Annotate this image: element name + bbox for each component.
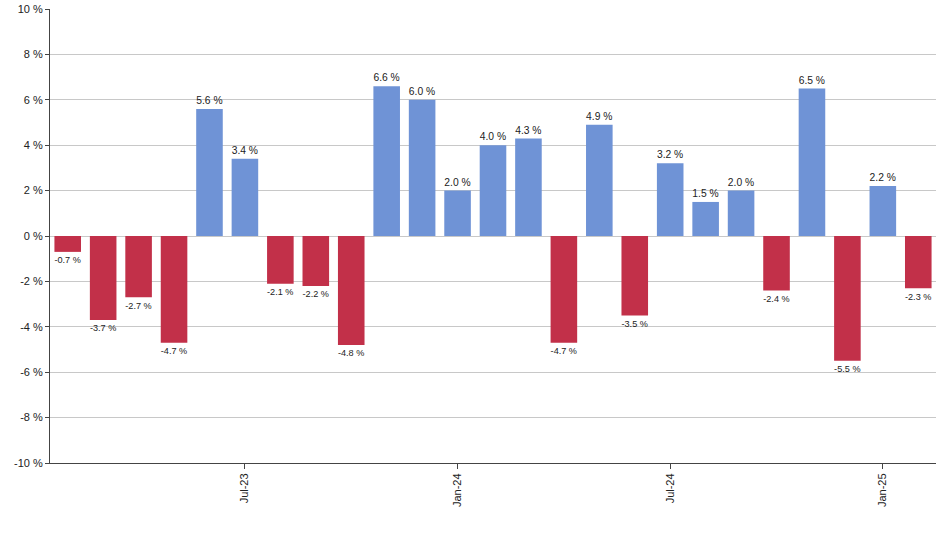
svg-text:-3.7 %: -3.7 %: [90, 323, 116, 333]
svg-text:3.2 %: 3.2 %: [657, 149, 683, 160]
svg-text:2.0 %: 2.0 %: [444, 177, 470, 188]
svg-text:6.5 %: 6.5 %: [799, 75, 825, 86]
svg-text:-2.3 %: -2.3 %: [905, 292, 931, 302]
svg-text:6.6 %: 6.6 %: [373, 72, 399, 83]
svg-text:-4.7 %: -4.7 %: [551, 346, 577, 356]
svg-text:Jan-24: Jan-24: [451, 473, 463, 507]
svg-text:1.5 %: 1.5 %: [692, 188, 718, 199]
svg-text:-10 %: -10 %: [14, 457, 43, 469]
svg-text:3.4 %: 3.4 %: [232, 145, 258, 156]
svg-text:2.0 %: 2.0 %: [728, 177, 754, 188]
svg-text:6 %: 6 %: [24, 94, 43, 106]
svg-text:-2.1 %: -2.1 %: [267, 287, 293, 297]
svg-text:Jul-24: Jul-24: [664, 473, 676, 503]
svg-text:-4.7 %: -4.7 %: [161, 346, 187, 356]
svg-text:Jan-25: Jan-25: [876, 473, 888, 507]
svg-text:2.2 %: 2.2 %: [870, 172, 896, 183]
svg-text:4 %: 4 %: [24, 139, 43, 151]
svg-text:4.0 %: 4.0 %: [480, 131, 506, 142]
svg-text:-3.5 %: -3.5 %: [621, 319, 647, 329]
svg-text:4.9 %: 4.9 %: [586, 111, 612, 122]
svg-text:Jul-23: Jul-23: [238, 473, 250, 503]
svg-text:-2.2 %: -2.2 %: [303, 289, 329, 299]
svg-text:4.3 %: 4.3 %: [515, 125, 541, 136]
svg-text:5.6 %: 5.6 %: [196, 95, 222, 106]
svg-text:-4 %: -4 %: [20, 321, 43, 333]
svg-text:-5.5 %: -5.5 %: [834, 364, 860, 374]
svg-text:-2 %: -2 %: [20, 275, 43, 287]
svg-text:10 %: 10 %: [18, 3, 43, 15]
svg-text:2 %: 2 %: [24, 184, 43, 196]
svg-text:8 %: 8 %: [24, 48, 43, 60]
svg-text:-4.8 %: -4.8 %: [338, 348, 364, 358]
svg-text:6.0 %: 6.0 %: [409, 86, 435, 97]
svg-text:-2.4 %: -2.4 %: [763, 294, 789, 304]
svg-text:0 %: 0 %: [24, 230, 43, 242]
svg-text:-6 %: -6 %: [20, 366, 43, 378]
svg-text:-0.7 %: -0.7 %: [54, 255, 80, 265]
svg-text:-8 %: -8 %: [20, 411, 43, 423]
svg-text:-2.7 %: -2.7 %: [125, 301, 151, 311]
